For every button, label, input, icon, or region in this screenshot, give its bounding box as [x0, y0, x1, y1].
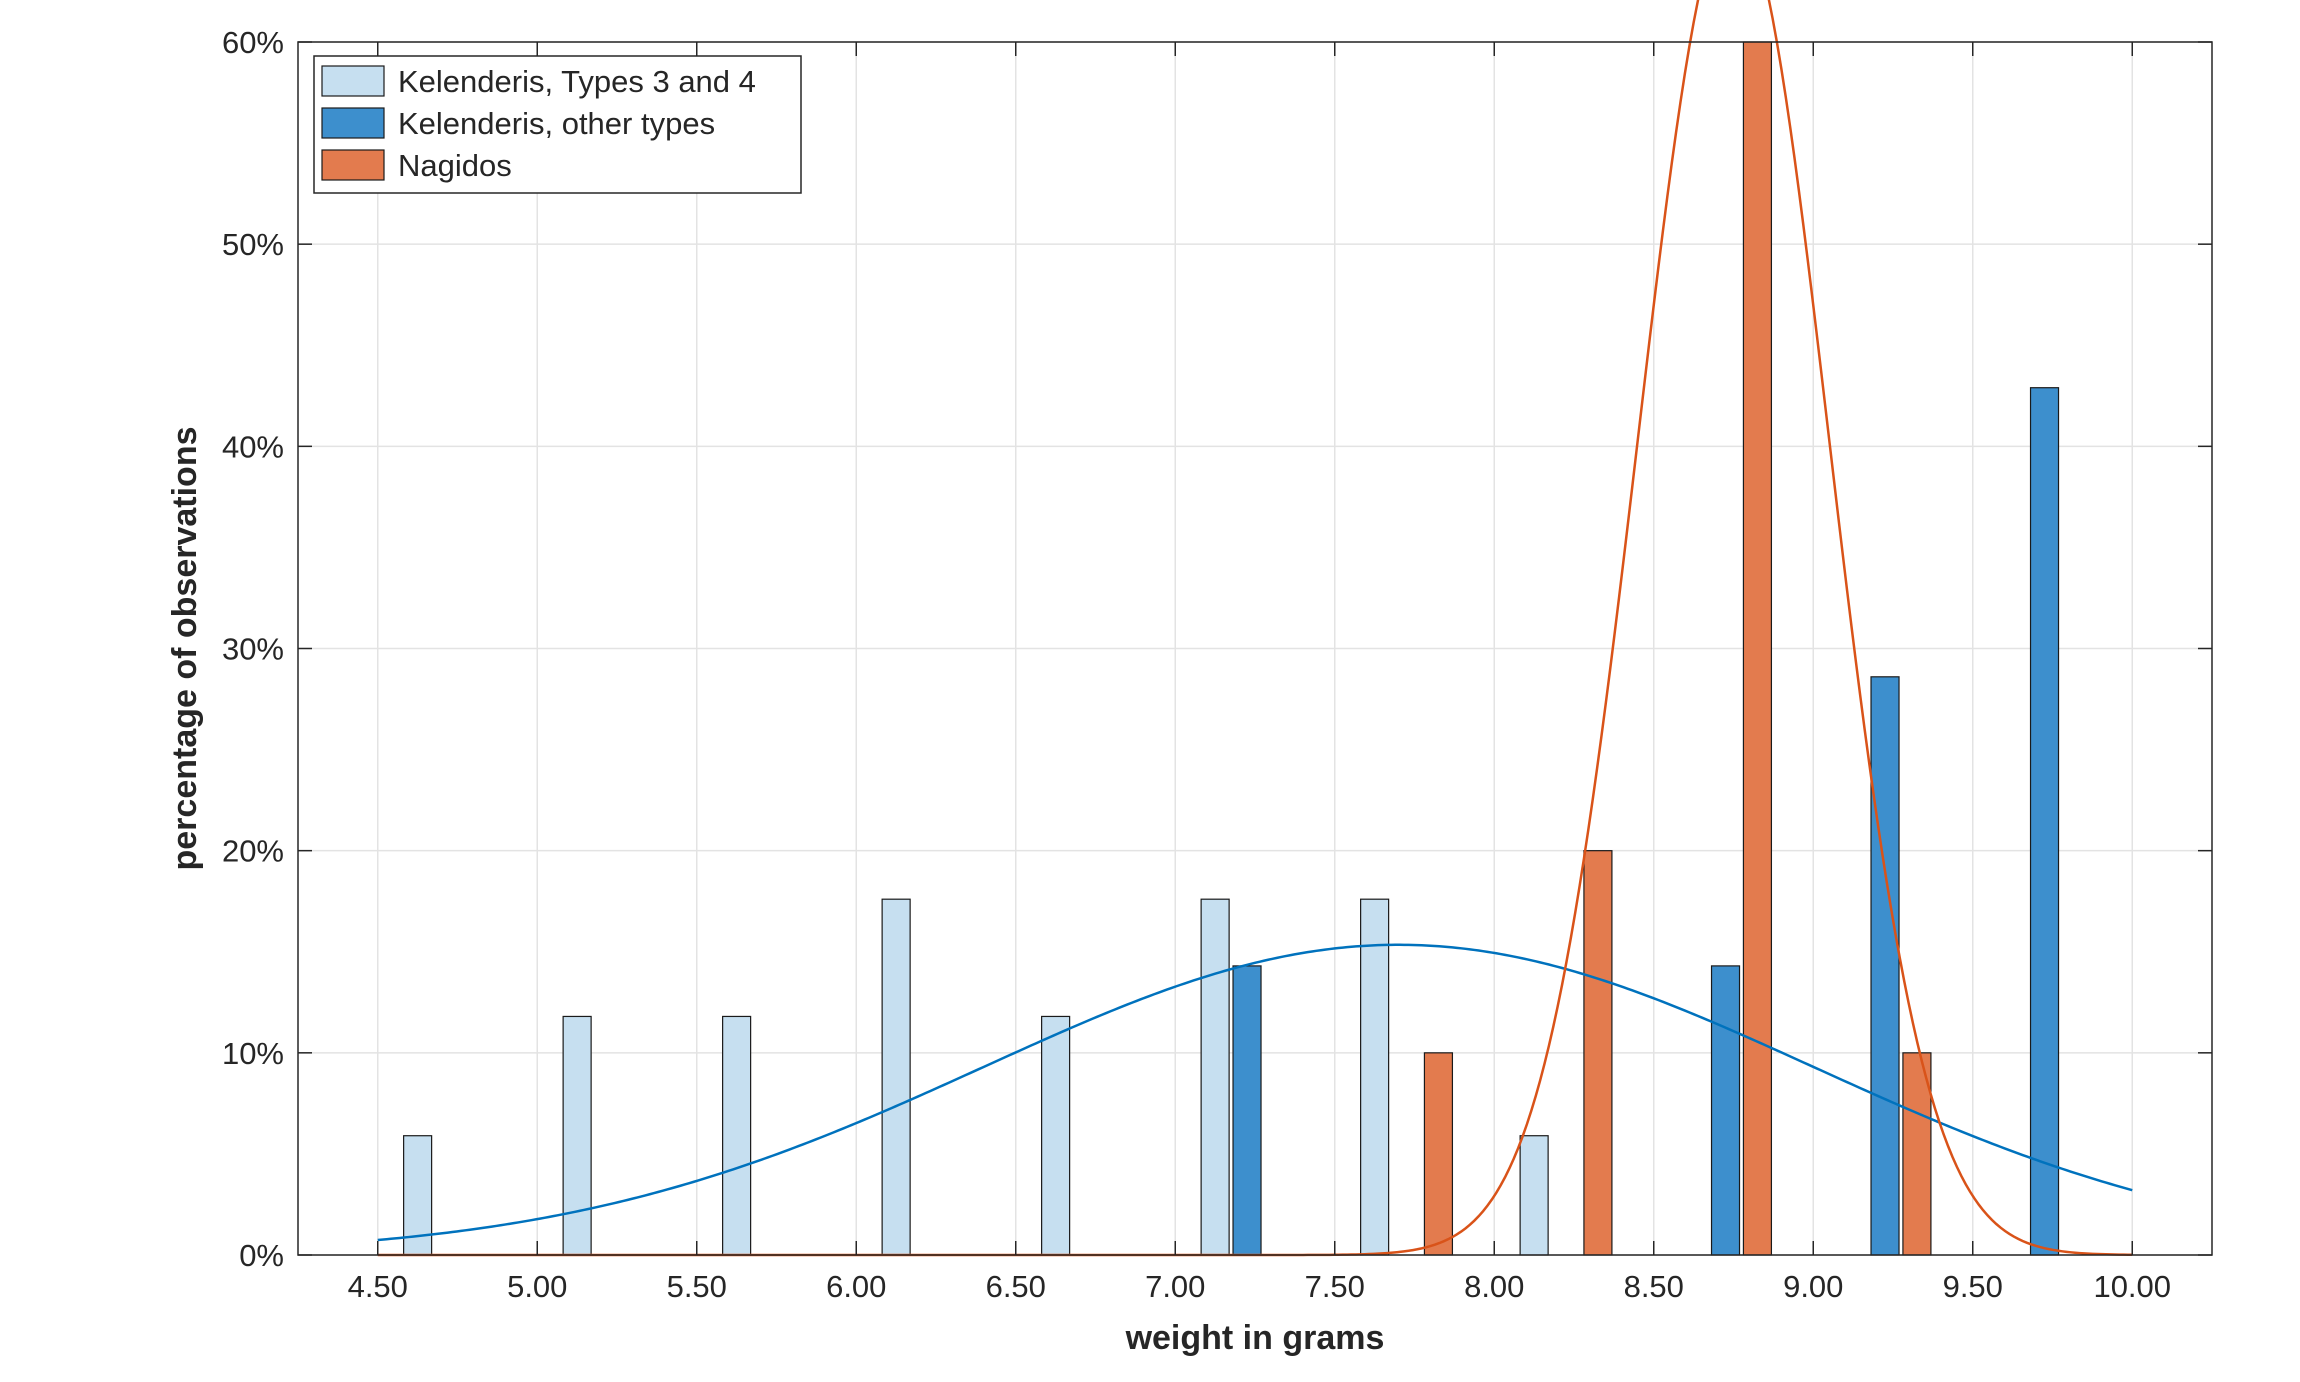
- legend-swatch-2: [321, 149, 385, 181]
- bar-series-0-4: [1041, 1015, 1071, 1256]
- x-tick-label: 6.50: [986, 1269, 1046, 1304]
- x-tick-label: 5.00: [507, 1269, 567, 1304]
- legend-swatch-1: [321, 107, 385, 139]
- y-tick-label: 40%: [222, 429, 284, 464]
- bar-series-0-2: [722, 1015, 752, 1256]
- legend-box: [313, 55, 802, 194]
- x-axis-title: weight in grams: [1125, 1319, 1385, 1357]
- bar-series-1-3: [2029, 387, 2060, 1256]
- x-tick-label: 7.50: [1305, 1269, 1365, 1304]
- x-tick-label: 7.00: [1145, 1269, 1205, 1304]
- y-tick-label: 20%: [222, 834, 284, 869]
- legend[interactable]: Kelenderis, Types 3 and 4 Kelenderis, oth…: [313, 55, 802, 194]
- y-tick-label: 50%: [222, 227, 284, 262]
- x-tick-label: 9.50: [1943, 1269, 2003, 1304]
- legend-swatch-0: [321, 65, 385, 97]
- bar-series-1-0: [1232, 965, 1262, 1256]
- bar-series-2-1: [1583, 850, 1613, 1256]
- x-tick-label: 6.00: [826, 1269, 886, 1304]
- y-axis-title: percentage of observations: [166, 426, 204, 870]
- bar-series-0-1: [562, 1015, 592, 1256]
- x-tick-label: 5.50: [667, 1269, 727, 1304]
- x-axis-ticks: 4.50 5.00 5.50 6.00 6.50 7.00 7.50 8.00 8.50 9.00…: [348, 42, 2171, 1304]
- bar-series-0-7: [1519, 1135, 1549, 1256]
- x-tick-label: 10.00: [2093, 1269, 2171, 1304]
- x-tick-label: 8.50: [1624, 1269, 1684, 1304]
- bar-series-2-3: [1902, 1052, 1932, 1256]
- bar-series-0-3: [881, 898, 911, 1256]
- x-tick-label: 8.00: [1464, 1269, 1524, 1304]
- y-tick-label: 0%: [239, 1238, 284, 1273]
- x-tick-label: 9.00: [1783, 1269, 1843, 1304]
- bar-series-1-2: [1870, 676, 1900, 1256]
- bar-series-1-1: [1710, 965, 1741, 1256]
- y-tick-label: 10%: [222, 1036, 284, 1071]
- bar-series: [403, 41, 2060, 1256]
- x-tick-label: 4.50: [348, 1269, 408, 1304]
- bar-series-0-6: [1360, 898, 1390, 1256]
- y-tick-label: 30%: [222, 632, 284, 667]
- legend-label-2: Nagidos: [398, 148, 512, 183]
- legend-label-0: Kelenderis, Types 3 and 4: [398, 64, 756, 99]
- legend-label-1: Kelenderis, other types: [398, 106, 715, 141]
- y-tick-label: 60%: [222, 25, 284, 60]
- fit-curve-0: [377, 943, 2133, 1242]
- bar-series-0-5: [1200, 898, 1230, 1256]
- bar-series-2-0: [1423, 1052, 1454, 1256]
- bar-series-2-2: [1742, 41, 1773, 1256]
- y-axis-ticks: 0% 10% 20% 30% 40% 50% 60%: [222, 25, 2212, 1273]
